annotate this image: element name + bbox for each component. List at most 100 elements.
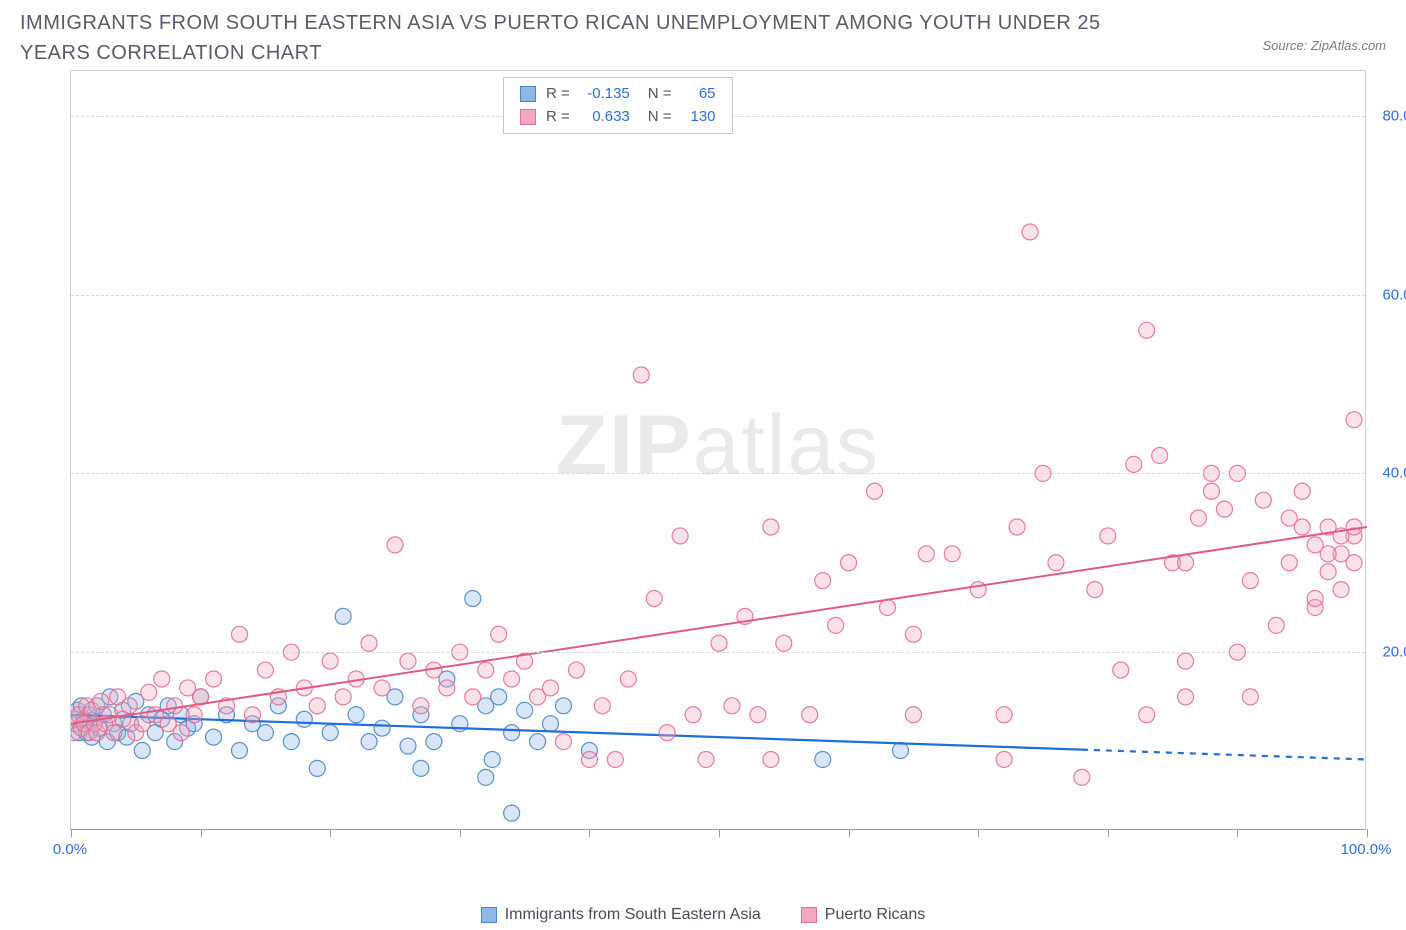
data-point (361, 734, 377, 750)
x-tick (1237, 829, 1238, 837)
x-tick-label: 0.0% (53, 841, 87, 858)
trend-line-extrapolated (1082, 750, 1367, 760)
data-point (231, 626, 247, 642)
data-point (996, 707, 1012, 723)
data-point (633, 367, 649, 383)
data-point (892, 743, 908, 759)
n-label: N = (648, 106, 672, 129)
data-point (478, 769, 494, 785)
data-point (1178, 689, 1194, 705)
x-tick (1367, 829, 1368, 837)
data-point (944, 546, 960, 562)
data-point (348, 707, 364, 723)
data-point (815, 573, 831, 589)
data-point (413, 698, 429, 714)
data-point (335, 689, 351, 705)
data-point (426, 734, 442, 750)
data-point (257, 662, 273, 678)
data-point (322, 725, 338, 741)
data-point (698, 751, 714, 767)
data-point (543, 680, 559, 696)
data-point (763, 751, 779, 767)
data-point (309, 698, 325, 714)
data-point (543, 716, 559, 732)
data-point (905, 707, 921, 723)
series-legend: Immigrants from South Eastern AsiaPuerto… (0, 906, 1406, 924)
data-point (244, 707, 260, 723)
legend-label: Immigrants from South Eastern Asia (505, 906, 761, 924)
data-point (413, 760, 429, 776)
legend-swatch (520, 86, 536, 102)
data-point (646, 591, 662, 607)
gridline (71, 652, 1365, 653)
data-point (685, 707, 701, 723)
data-point (802, 707, 818, 723)
x-tick (1108, 829, 1109, 837)
data-point (581, 751, 597, 767)
data-point (309, 760, 325, 776)
x-tick (460, 829, 461, 837)
data-point (1294, 483, 1310, 499)
x-tick (201, 829, 202, 837)
legend-row: R =-0.135N =65 (520, 83, 716, 106)
data-point (1048, 555, 1064, 571)
chart-title: IMMIGRANTS FROM SOUTH EASTERN ASIA VS PU… (20, 8, 1120, 68)
scatter-svg (71, 71, 1367, 831)
data-point (1307, 591, 1323, 607)
data-point (828, 617, 844, 633)
data-point (491, 626, 507, 642)
data-point (134, 743, 150, 759)
data-point (724, 698, 740, 714)
data-point (173, 725, 189, 741)
data-point (517, 702, 533, 718)
x-tick (71, 829, 72, 837)
legend-swatch (801, 907, 817, 923)
data-point (322, 653, 338, 669)
data-point (374, 680, 390, 696)
data-point (594, 698, 610, 714)
x-tick (719, 829, 720, 837)
data-point (1320, 564, 1336, 580)
data-point (879, 599, 895, 615)
data-point (478, 662, 494, 678)
data-point (555, 734, 571, 750)
data-point (607, 751, 623, 767)
data-point (1009, 519, 1025, 535)
data-point (1294, 519, 1310, 535)
r-value: -0.135 (578, 83, 630, 106)
data-point (465, 591, 481, 607)
chart-header: IMMIGRANTS FROM SOUTH EASTERN ASIA VS PU… (0, 0, 1406, 70)
data-point (491, 689, 507, 705)
data-point (1152, 447, 1168, 463)
data-point (1139, 707, 1155, 723)
chart-area: Unemployment Among Youth under 25 years … (20, 70, 1386, 870)
x-tick-label: 100.0% (1341, 841, 1392, 858)
data-point (1022, 224, 1038, 240)
plot-region: ZIPatlas R =-0.135N =65R =0.633N =130 20… (70, 70, 1366, 830)
data-point (1139, 322, 1155, 338)
data-point (1320, 546, 1336, 562)
y-tick-label: 80.0% (1382, 107, 1406, 124)
data-point (206, 671, 222, 687)
data-point (439, 680, 455, 696)
data-point (1191, 510, 1207, 526)
trend-line (71, 715, 1082, 750)
data-point (1281, 555, 1297, 571)
data-point (504, 805, 520, 821)
data-point (568, 662, 584, 678)
data-point (1346, 412, 1362, 428)
data-point (750, 707, 766, 723)
data-point (121, 698, 137, 714)
r-value: 0.633 (578, 106, 630, 129)
data-point (484, 751, 500, 767)
data-point (867, 483, 883, 499)
data-point (1242, 573, 1258, 589)
source-label: Source: ZipAtlas.com (1262, 38, 1386, 53)
data-point (400, 738, 416, 754)
data-point (141, 684, 157, 700)
data-point (1126, 456, 1142, 472)
data-point (465, 689, 481, 705)
y-tick-label: 40.0% (1382, 465, 1406, 482)
data-point (206, 729, 222, 745)
gridline (71, 295, 1365, 296)
